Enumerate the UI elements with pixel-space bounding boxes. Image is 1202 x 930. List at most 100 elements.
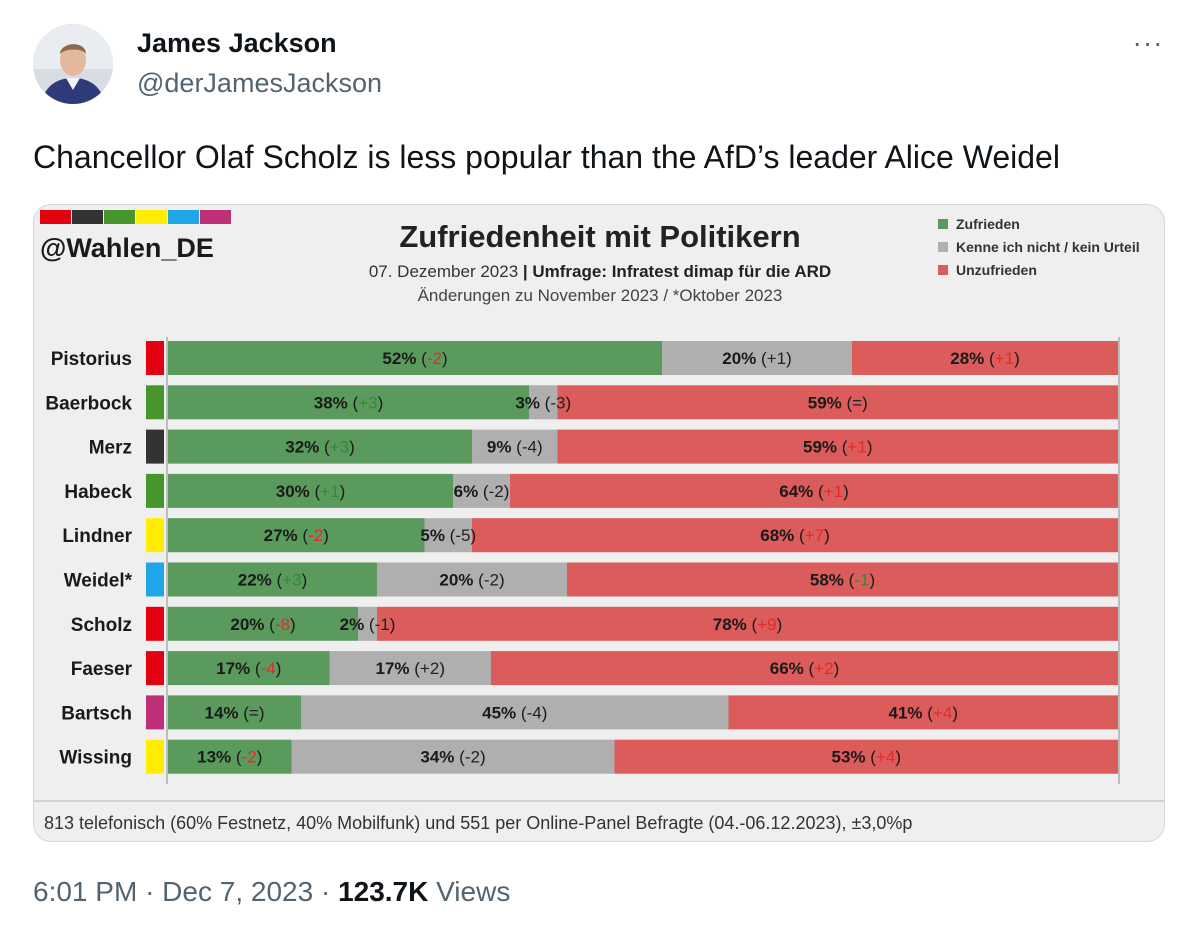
data-label: 59% (=) bbox=[808, 393, 868, 412]
category-label: Scholz bbox=[71, 615, 132, 636]
data-label-change: +9 bbox=[757, 615, 776, 634]
bar-segment bbox=[168, 429, 472, 464]
legend-label: Kenne ich nicht / kein Urteil bbox=[956, 239, 1140, 255]
party-color-marker bbox=[146, 739, 164, 774]
data-label-paren: ) bbox=[869, 571, 875, 590]
data-label-paren: ) bbox=[439, 659, 445, 678]
data-label-change: +4 bbox=[876, 748, 895, 767]
data-label-value: 6% bbox=[454, 482, 479, 501]
data-label: 13% (-2) bbox=[197, 748, 262, 767]
data-label-change: +1 bbox=[767, 349, 786, 368]
author-name[interactable]: James Jackson bbox=[137, 28, 337, 58]
bar-segment bbox=[168, 695, 301, 730]
avatar[interactable] bbox=[33, 24, 113, 104]
bar-segment bbox=[662, 341, 852, 375]
data-label: 32% (+3) bbox=[285, 438, 354, 457]
bar-segment bbox=[852, 341, 1118, 375]
brand-stripe-segment bbox=[72, 210, 103, 224]
subtitle-source: Umfrage: Infratest dimap für die ARD bbox=[532, 262, 831, 281]
bar-segment bbox=[168, 739, 292, 774]
data-label-paren: ( bbox=[250, 659, 261, 678]
data-label: 30% (+1) bbox=[276, 482, 345, 501]
data-label-paren: ( bbox=[454, 748, 465, 767]
bar-segment bbox=[168, 606, 358, 641]
tweet-time[interactable]: 6:01 PM bbox=[33, 876, 138, 907]
data-label-change: -2 bbox=[427, 349, 442, 368]
chart-image[interactable]: @Wahlen_DE Zufriedenheit mit Politikern 07… bbox=[33, 204, 1165, 842]
data-label-value: 53% bbox=[832, 748, 866, 767]
bar-segment bbox=[168, 562, 377, 597]
data-label-value: 78% bbox=[713, 615, 747, 634]
more-horizontal-icon[interactable]: ··· bbox=[1132, 27, 1164, 58]
data-label-change: -5 bbox=[455, 526, 470, 545]
data-label: 52% (-2) bbox=[382, 349, 447, 368]
data-label: 68% (+7) bbox=[760, 526, 829, 545]
bar-segment bbox=[557, 385, 1118, 420]
data-label-change: -8 bbox=[275, 615, 290, 634]
bar-segment bbox=[168, 651, 330, 686]
data-label-paren: ( bbox=[804, 659, 815, 678]
subtitle-date: 07. Dezember 2023 bbox=[369, 262, 523, 281]
brand-label: @Wahlen_DE bbox=[40, 233, 214, 263]
category-label: Habeck bbox=[64, 482, 132, 503]
data-label-value: 28% bbox=[950, 349, 984, 368]
data-label-value: 32% bbox=[285, 438, 319, 457]
bar-segment bbox=[168, 518, 425, 553]
data-label-change: -2 bbox=[308, 526, 323, 545]
data-label-paren: ) bbox=[302, 571, 308, 590]
data-label-value: 45% bbox=[482, 703, 516, 722]
party-color-marker bbox=[146, 695, 164, 730]
bar-segment bbox=[557, 429, 1118, 464]
data-label: 28% (+1) bbox=[950, 349, 1019, 368]
data-label: 2% (-1) bbox=[340, 615, 396, 634]
data-label-paren: ( bbox=[516, 703, 527, 722]
data-label: 78% (+9) bbox=[713, 615, 782, 634]
party-color-marker bbox=[146, 429, 164, 464]
data-label-paren: ) bbox=[390, 615, 396, 634]
data-label: 5% (-5) bbox=[420, 526, 476, 545]
data-label-paren: ( bbox=[747, 615, 758, 634]
data-label: 9% (-4) bbox=[487, 438, 543, 457]
data-label-paren: ) bbox=[824, 526, 830, 545]
data-label-value: 22% bbox=[238, 571, 272, 590]
data-label-paren: ) bbox=[323, 526, 329, 545]
brand-stripe-segment bbox=[200, 210, 231, 224]
data-label-paren: ) bbox=[867, 438, 873, 457]
data-label-paren: ) bbox=[565, 393, 571, 412]
data-label: 58% (-1) bbox=[810, 571, 875, 590]
data-label-paren: ( bbox=[239, 703, 250, 722]
bar-segment bbox=[491, 651, 1118, 686]
bar-segment bbox=[424, 518, 472, 553]
category-label: Weidel* bbox=[64, 571, 133, 592]
data-label-value: 59% bbox=[803, 438, 837, 457]
data-label-paren: ) bbox=[276, 659, 282, 678]
bar-segment bbox=[168, 341, 662, 375]
data-label-paren: ( bbox=[478, 482, 489, 501]
data-label: 64% (+1) bbox=[779, 482, 848, 501]
data-label: 45% (-4) bbox=[482, 703, 547, 722]
data-label-change: -4 bbox=[261, 659, 276, 678]
data-label-paren: ) bbox=[777, 615, 783, 634]
bar-segment bbox=[168, 473, 453, 508]
chart-subtitle-changes: Änderungen zu November 2023 / *Oktober 2… bbox=[418, 286, 783, 305]
data-label-change: = bbox=[249, 703, 259, 722]
data-label-paren: ) bbox=[786, 349, 792, 368]
data-label-change: +7 bbox=[805, 526, 824, 545]
author-handle[interactable]: @derJamesJackson bbox=[137, 68, 383, 98]
data-label-value: 14% bbox=[204, 703, 238, 722]
tweet-date[interactable]: Dec 7, 2023 bbox=[162, 876, 314, 907]
data-label-paren: ( bbox=[348, 393, 359, 412]
data-label: 41% (+4) bbox=[889, 703, 958, 722]
bar-segment bbox=[614, 739, 1118, 774]
data-label-value: 58% bbox=[810, 571, 844, 590]
data-label-change: -1 bbox=[375, 615, 390, 634]
data-label: 20% (+1) bbox=[722, 349, 791, 368]
data-label-value: 59% bbox=[808, 393, 842, 412]
subtitle-separator: | bbox=[523, 262, 532, 281]
data-label-value: 52% bbox=[382, 349, 416, 368]
category-label: Baerbock bbox=[45, 393, 132, 414]
data-label-change: +2 bbox=[420, 659, 439, 678]
data-label-value: 20% bbox=[722, 349, 756, 368]
legend-label: Unzufrieden bbox=[956, 262, 1037, 278]
data-label-change: +1 bbox=[847, 438, 866, 457]
